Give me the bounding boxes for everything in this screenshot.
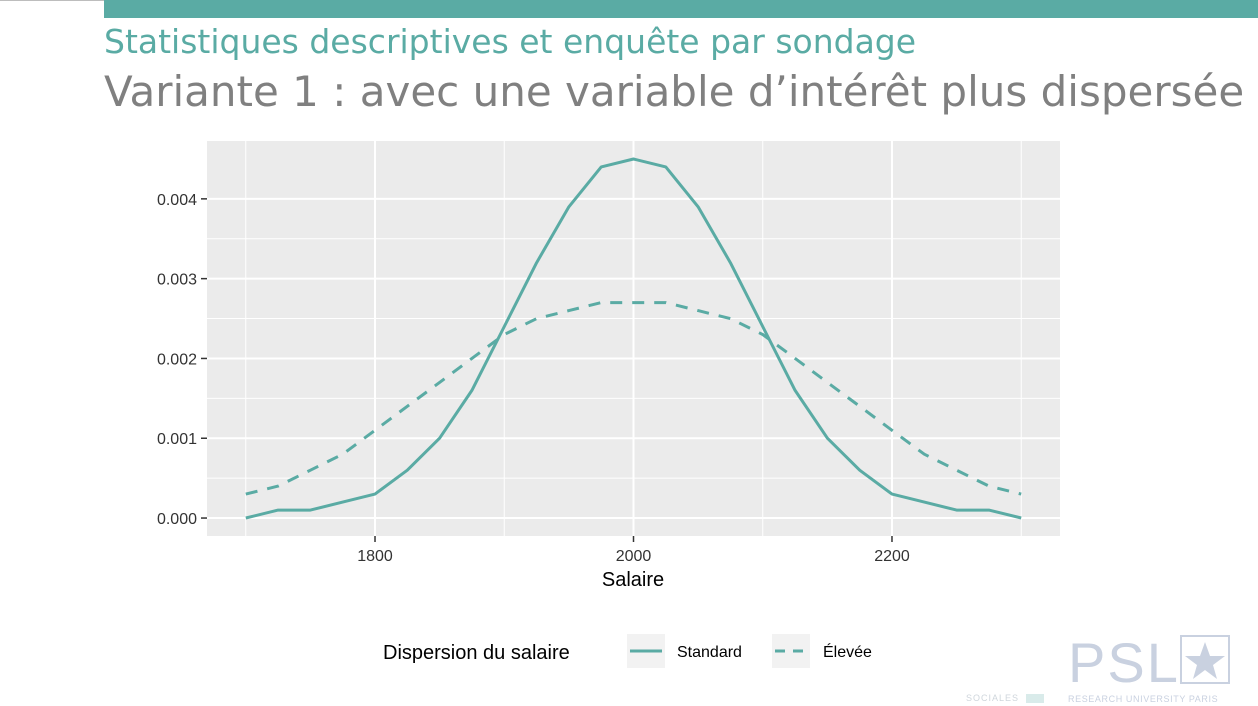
legend-label-elevee: Élevée	[823, 642, 872, 661]
psl-logo: PSL RESEARCH UNIVERSITY PARIS	[1068, 631, 1230, 704]
slide-subtitle: Variante 1 : avec une variable d’intérêt…	[104, 67, 1245, 116]
y-axis: 0.000 0.001 0.002 0.003 0.004	[157, 192, 207, 528]
footer-partner-mark	[1026, 694, 1044, 703]
major-gridlines	[207, 141, 1060, 536]
series-line-standard	[245, 157, 1022, 520]
x-tick-label: 2200	[874, 548, 910, 565]
slide-title: Statistiques descriptives et enquête par…	[104, 22, 917, 61]
star-icon	[1185, 642, 1225, 679]
y-tick-label: 0.001	[157, 431, 197, 448]
header-bar	[104, 0, 1258, 18]
x-tick-label: 2000	[616, 548, 652, 565]
top-rule	[0, 0, 104, 1]
psl-logo-caption: RESEARCH UNIVERSITY PARIS	[1068, 694, 1218, 704]
legend-title: Dispersion du salaire	[383, 642, 570, 664]
y-tick-label: 0.003	[157, 272, 197, 289]
x-axis: 1800 2000 2200	[357, 536, 910, 565]
star-icon-box	[1180, 635, 1230, 684]
footer-partner-text: SOCIALES	[966, 693, 1020, 703]
y-tick-label: 0.000	[157, 511, 197, 528]
x-axis-title: Salaire	[602, 569, 664, 591]
legend-label-standard: Standard	[677, 644, 742, 661]
psl-logo-text: PSL	[1068, 631, 1180, 694]
series-line-elevee	[245, 301, 1022, 496]
y-tick-label: 0.002	[157, 351, 197, 368]
series-layer	[245, 157, 1022, 520]
y-tick-label: 0.004	[157, 192, 197, 209]
legend: Dispersion du salaire Standard Élevée	[383, 634, 872, 668]
x-tick-label: 1800	[357, 548, 393, 565]
